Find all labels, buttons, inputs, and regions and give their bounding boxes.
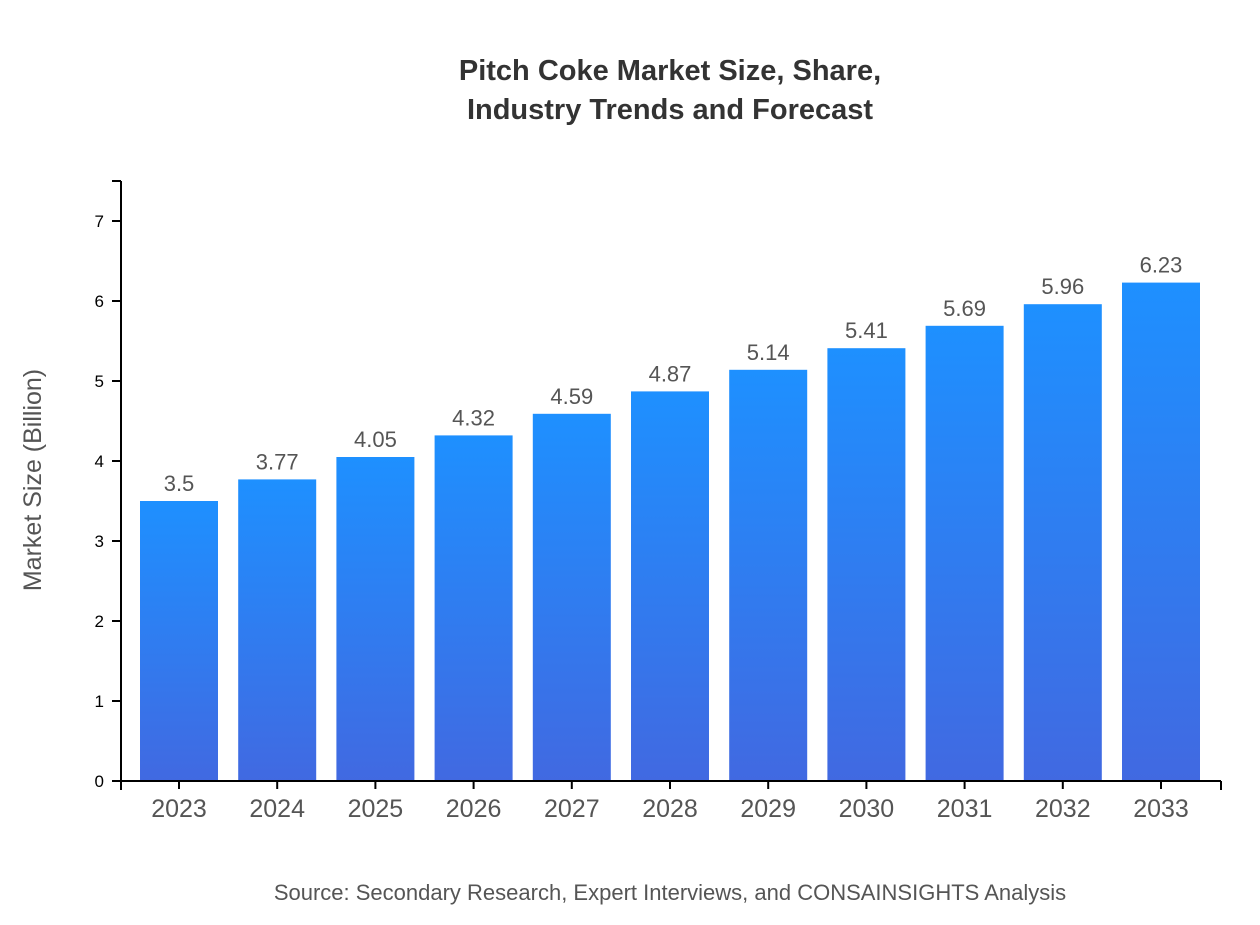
data-label-2026: 4.32 [452,405,495,430]
bar-2032 [1023,304,1102,781]
data-label-2029: 5.14 [747,340,790,365]
y-axis-label: Market Size (Billion) [19,369,47,591]
x-tick-label-2026: 2026 [446,795,502,823]
y-tick-label: 3 [95,532,104,551]
bar-2024 [238,479,317,781]
x-tick-label-2024: 2024 [249,795,305,823]
bar-2026 [434,435,513,781]
x-tick-label-2030: 2030 [839,795,895,823]
data-label-2031: 5.69 [943,296,986,321]
y-tick-label: 6 [95,292,104,311]
y-tick-label: 1 [95,692,104,711]
data-label-2023: 3.5 [164,471,195,496]
data-label-2028: 4.87 [649,361,692,386]
bar-2031 [925,325,1004,781]
x-tick-label-2029: 2029 [740,795,796,823]
x-tick-label-2025: 2025 [348,795,404,823]
x-tick-label-2032: 2032 [1035,795,1091,823]
bar-2023 [140,501,218,781]
x-tick-label-2027: 2027 [544,795,600,823]
bar-2029 [729,369,808,781]
bar-2033 [1122,282,1200,781]
y-tick-label: 5 [95,372,104,391]
data-label-2030: 5.41 [845,318,888,343]
bar-2028 [631,391,709,781]
source-note: Source: Secondary Research, Expert Inter… [274,880,1066,905]
y-tick-label: 0 [95,772,104,791]
data-label-2027: 4.59 [550,384,593,409]
x-tick-label-2031: 2031 [937,795,993,823]
y-tick-label: 7 [95,212,104,231]
bar-2027 [532,413,611,781]
x-tick-label-2028: 2028 [642,795,698,823]
data-label-2033: 6.23 [1140,253,1183,278]
data-label-2025: 4.05 [354,427,397,452]
chart-title-line-2: Industry Trends and Forecast [467,94,873,126]
chart-title-line-1: Pitch Coke Market Size, Share, [459,55,881,87]
data-label-2032: 5.96 [1041,274,1084,299]
data-label-2024: 3.77 [256,449,299,474]
x-tick-label-2023: 2023 [151,795,207,823]
y-tick-label: 2 [95,612,104,631]
bar-2030 [827,348,906,781]
y-tick-label: 4 [95,452,104,471]
bar-2025 [336,457,415,781]
x-tick-label-2033: 2033 [1133,795,1189,823]
